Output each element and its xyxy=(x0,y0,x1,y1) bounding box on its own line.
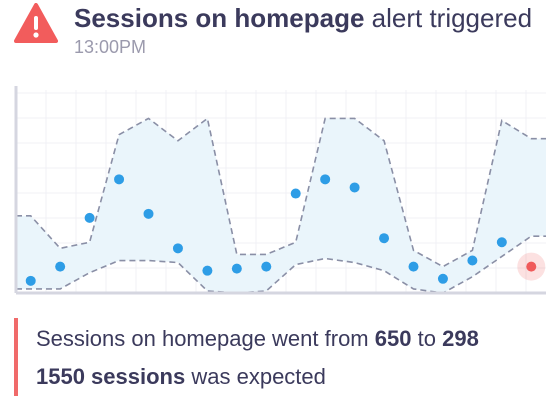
data-point xyxy=(84,212,95,223)
summary-prefix: Sessions on homepage went from xyxy=(36,326,369,351)
data-point xyxy=(290,188,301,199)
summary-connector: to xyxy=(417,326,436,351)
alert-summary: Sessions on homepage went from 650 to 29… xyxy=(14,318,538,396)
data-point xyxy=(25,275,36,286)
sessions-chart xyxy=(14,86,546,295)
data-point xyxy=(467,255,478,266)
data-point xyxy=(261,261,272,272)
data-point xyxy=(143,208,154,219)
summary-expected-line: 1550 sessions was expected xyxy=(36,364,326,390)
data-point xyxy=(172,243,183,254)
alert-header: Sessions on homepage alert triggered 13:… xyxy=(0,0,556,80)
anomaly-data-point xyxy=(526,261,537,272)
data-point xyxy=(496,237,507,248)
expected-range-band xyxy=(16,118,546,293)
alert-title-metric: Sessions on homepage xyxy=(74,3,365,33)
data-point xyxy=(114,174,125,185)
warning-icon xyxy=(14,3,58,43)
summary-expected-value: 1550 sessions xyxy=(36,364,186,389)
expected-range-upper-bound xyxy=(16,117,546,268)
alert-title-rest: alert triggered xyxy=(371,3,533,33)
summary-change-line: Sessions on homepage went from 650 to 29… xyxy=(36,326,479,352)
data-point xyxy=(320,174,331,185)
expected-range-lower-bound xyxy=(16,235,546,294)
data-point xyxy=(349,182,360,193)
data-point xyxy=(379,233,390,244)
summary-expected-suffix: was expected xyxy=(191,364,326,389)
data-point xyxy=(408,261,419,272)
alert-title: Sessions on homepage alert triggered xyxy=(74,2,532,34)
summary-to-value: 298 xyxy=(442,326,479,351)
summary-from-value: 650 xyxy=(374,326,412,351)
data-point xyxy=(437,273,448,284)
alert-time: 13:00PM xyxy=(74,37,147,57)
data-point xyxy=(55,261,66,272)
data-point xyxy=(202,265,213,276)
data-point xyxy=(231,263,242,274)
